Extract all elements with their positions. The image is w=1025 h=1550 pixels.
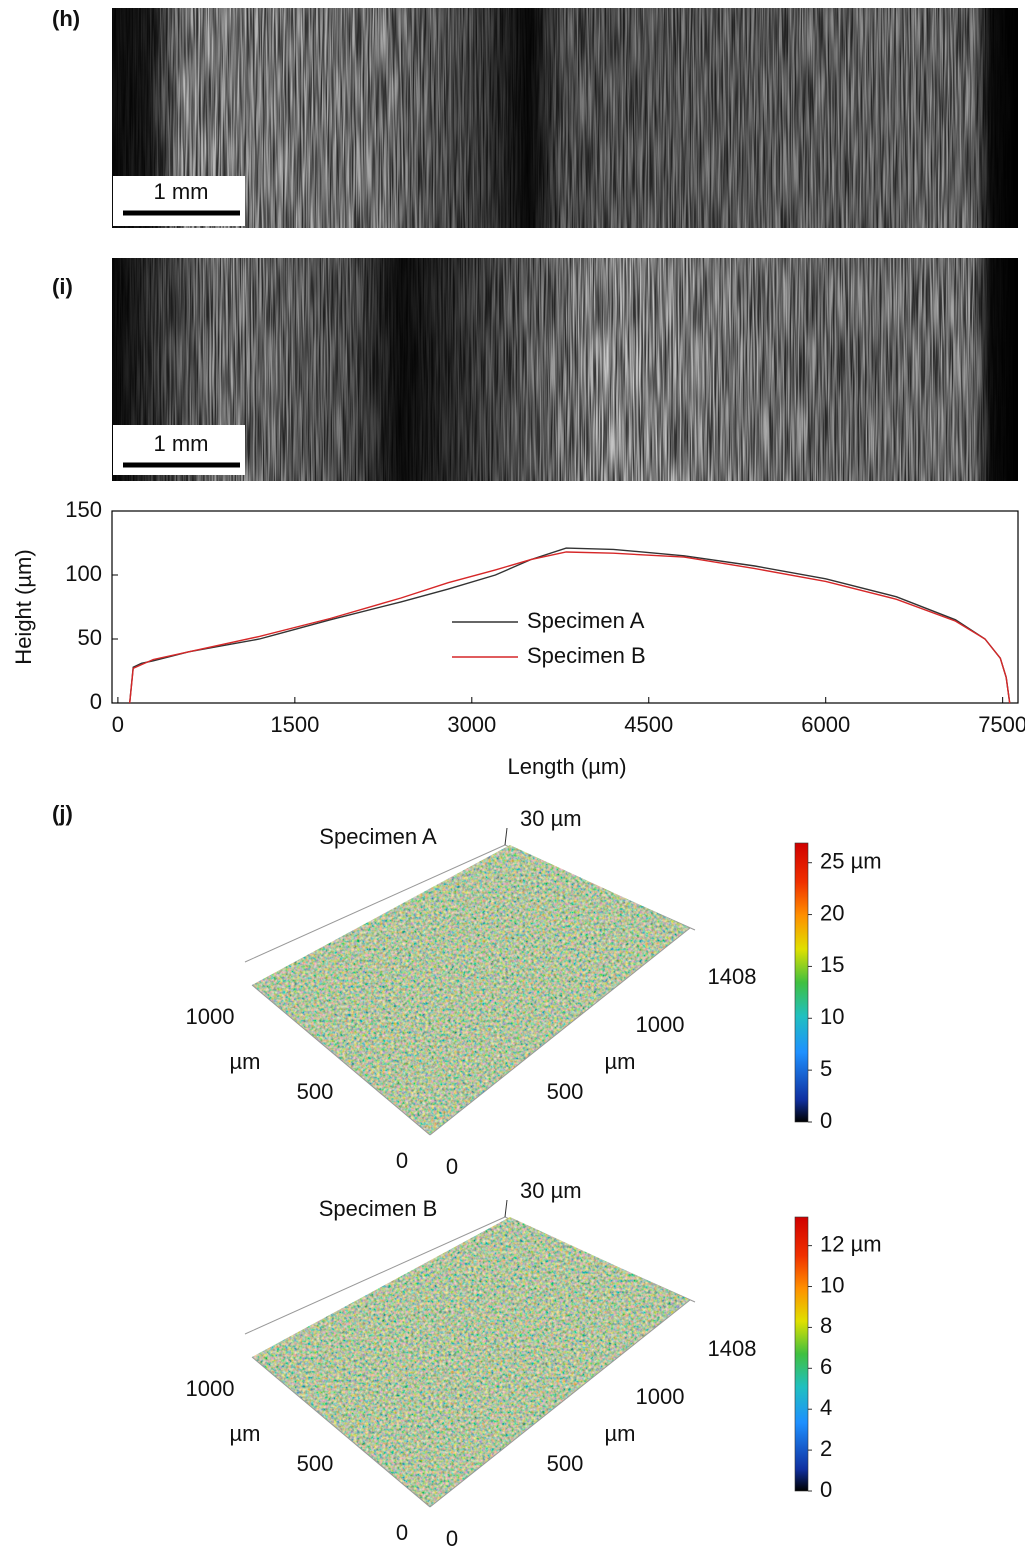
- axis-unit: µm: [604, 1049, 635, 1074]
- x-axis-label: Length (µm): [507, 754, 626, 779]
- axis-line: [251, 984, 431, 1136]
- micrograph-h: 1 mm: [112, 8, 1018, 228]
- y-axis-label: Height (µm): [11, 549, 36, 664]
- axis-tick-label: 1408: [708, 964, 757, 989]
- colorbar-tick-label: 0: [820, 1108, 832, 1133]
- surface: [252, 845, 690, 1135]
- axis-line: [251, 1356, 431, 1508]
- legend-label: Specimen B: [527, 643, 646, 668]
- axis-tick-label: 0: [396, 1520, 408, 1545]
- axis-unit: µm: [229, 1421, 260, 1446]
- axis-line: [429, 1299, 691, 1508]
- legend-label: Specimen A: [527, 608, 645, 633]
- colorbar-tick-label: 0: [820, 1477, 832, 1502]
- x-tick-label: 3000: [447, 712, 496, 737]
- colorbar-tick-label: 15: [820, 952, 844, 977]
- y-tick-label: 0: [90, 689, 102, 714]
- x-tick-label: 1500: [270, 712, 319, 737]
- colorbar-tick-label: 6: [820, 1354, 832, 1379]
- scale-bar-label: 1 mm: [154, 431, 209, 456]
- colorbar: [794, 1216, 809, 1492]
- surface-title: Specimen B: [319, 1196, 438, 1221]
- axis-tick-label: 1000: [636, 1012, 685, 1037]
- x-tick-label: 0: [112, 712, 124, 737]
- colorbar-tick-label: 25 µm: [820, 849, 882, 874]
- micrograph-i: 1 mm: [112, 258, 1018, 481]
- colorbar-tick-label: 10: [820, 1004, 844, 1029]
- panel-label: (h): [52, 6, 80, 31]
- axis-tick-label: 1000: [186, 1376, 235, 1401]
- axis-tick-label: 1408: [708, 1336, 757, 1361]
- panel-label: (i): [52, 274, 73, 299]
- axis-tick-label: 1000: [636, 1384, 685, 1409]
- frame-line: [504, 827, 508, 846]
- series-line: [129, 551, 1011, 704]
- y-tick-label: 150: [65, 497, 102, 522]
- colorbar: [794, 842, 809, 1123]
- axis-tick-label: 0: [446, 1526, 458, 1550]
- axis-unit: µm: [229, 1049, 260, 1074]
- axis-tick-label: 0: [396, 1148, 408, 1173]
- colorbar-tick-label: 5: [820, 1056, 832, 1081]
- axis-tick-label: 1000: [186, 1004, 235, 1029]
- axis-tick-label: 500: [297, 1451, 334, 1476]
- colorbar-tick-label: 2: [820, 1436, 832, 1461]
- scale-bar-label: 1 mm: [154, 179, 209, 204]
- colorbar-tick-label: 8: [820, 1313, 832, 1338]
- colorbar-tick-label: 20: [820, 900, 844, 925]
- axis-tick-label: 0: [446, 1154, 458, 1179]
- frame-line: [244, 844, 506, 963]
- z-label: 30 µm: [520, 806, 582, 831]
- y-tick-label: 50: [78, 625, 102, 650]
- x-tick-label: 4500: [624, 712, 673, 737]
- x-tick-label: 7500: [978, 712, 1025, 737]
- y-tick-label: 100: [65, 561, 102, 586]
- axis-tick-label: 500: [297, 1079, 334, 1104]
- colorbar-tick-label: 4: [820, 1395, 832, 1420]
- surface-title: Specimen A: [319, 824, 437, 849]
- colorbar-tick-label: 12 µm: [820, 1231, 882, 1256]
- axis-unit: µm: [604, 1421, 635, 1446]
- colorbar-tick-label: 10: [820, 1272, 844, 1297]
- x-tick-label: 6000: [801, 712, 850, 737]
- frame-line: [504, 1199, 508, 1218]
- axis-tick-label: 500: [547, 1451, 584, 1476]
- z-label: 30 µm: [520, 1178, 582, 1203]
- surface: [252, 1217, 690, 1507]
- frame-line: [244, 1216, 506, 1335]
- axis-tick-label: 500: [547, 1079, 584, 1104]
- line-chart: Length (µm) Height (µm): [11, 510, 1019, 779]
- axis-line: [429, 927, 691, 1136]
- panel-label: (j): [52, 801, 73, 826]
